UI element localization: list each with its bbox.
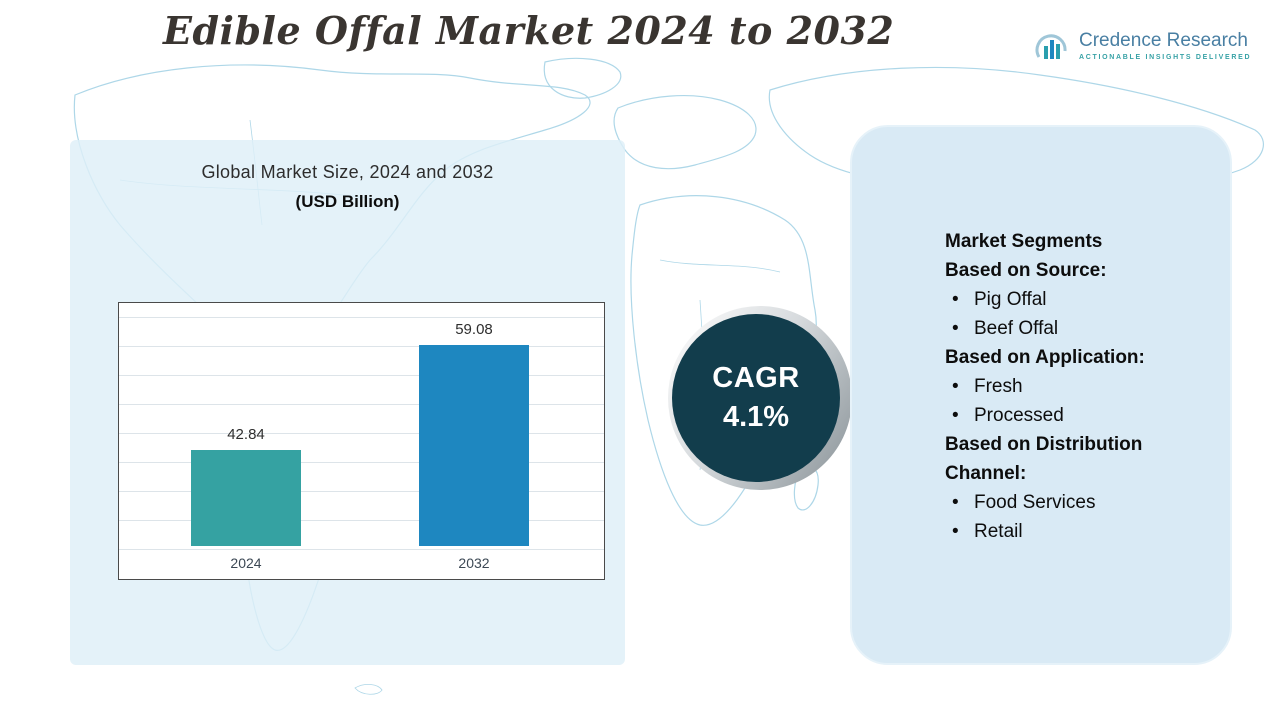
segment-label: Beef Offal	[974, 318, 1059, 339]
bullet-icon: •	[952, 521, 959, 542]
market-size-panel: Global Market Size, 2024 and 2032 (USD B…	[70, 140, 625, 665]
segments-title: Market Segments	[945, 231, 1103, 252]
segment-item: • Retail	[945, 517, 1192, 546]
bullet-icon: •	[952, 376, 959, 397]
bar-2032	[419, 345, 529, 546]
segments-panel: Market Segments Based on Source: • Pig O…	[850, 125, 1232, 665]
bar-2024	[191, 450, 301, 546]
chart-subtitle: (USD Billion)	[295, 192, 400, 211]
chart-header: Global Market Size, 2024 and 2032 (USD B…	[70, 162, 625, 212]
segment-label: Food Services	[974, 492, 1096, 513]
x-axis-label-2024: 2024	[230, 555, 262, 571]
bullet-icon: •	[952, 318, 959, 339]
bullet-icon: •	[952, 289, 959, 310]
bullet-icon: •	[952, 492, 959, 513]
segment-label: Fresh	[974, 376, 1023, 397]
cagr-value: 4.1%	[722, 401, 790, 433]
chart-title: Global Market Size, 2024 and 2032	[201, 162, 494, 182]
logo-texts: Credence Research Actionable Insights De…	[1079, 30, 1251, 61]
x-axis-label-2032: 2032	[458, 555, 490, 571]
bullet-icon: •	[952, 405, 959, 426]
segments-list: Market Segments Based on Source: • Pig O…	[852, 127, 1230, 546]
logo-company-name: Credence Research	[1079, 30, 1248, 51]
page-title: Edible Offal Market 2024 to 2032	[163, 8, 895, 53]
bar-chart-logo-icon	[1035, 34, 1067, 59]
bar-chart: 42.84 59.08 2024 2032	[118, 302, 605, 580]
segment-label: Retail	[974, 521, 1023, 542]
bar-value-2032: 59.08	[455, 321, 493, 338]
segment-item: • Fresh	[945, 372, 1192, 401]
segment-label: Processed	[974, 405, 1064, 426]
segment-heading-distribution: Based on Distribution Channel:	[945, 434, 1143, 484]
bar-value-2024: 42.84	[227, 426, 265, 443]
bar-group-2024: 42.84	[191, 426, 301, 546]
segment-label: Pig Offal	[974, 289, 1047, 310]
bar-group-2032: 59.08	[419, 321, 529, 546]
segment-item: • Beef Offal	[945, 314, 1192, 343]
segment-heading-application: Based on Application:	[945, 347, 1145, 368]
segment-item: • Processed	[945, 401, 1192, 430]
credence-research-logo: Credence Research Actionable Insights De…	[1034, 30, 1251, 66]
segment-item: • Pig Offal	[945, 285, 1192, 314]
logo-tagline: Actionable Insights Delivered	[1079, 54, 1252, 61]
cagr-label: CAGR	[712, 362, 800, 394]
cagr-badge: CAGR 4.1%	[672, 314, 840, 482]
segment-item: • Food Services	[945, 488, 1192, 517]
segment-heading-source: Based on Source:	[945, 260, 1107, 281]
cagr-ring: CAGR 4.1%	[668, 306, 852, 490]
